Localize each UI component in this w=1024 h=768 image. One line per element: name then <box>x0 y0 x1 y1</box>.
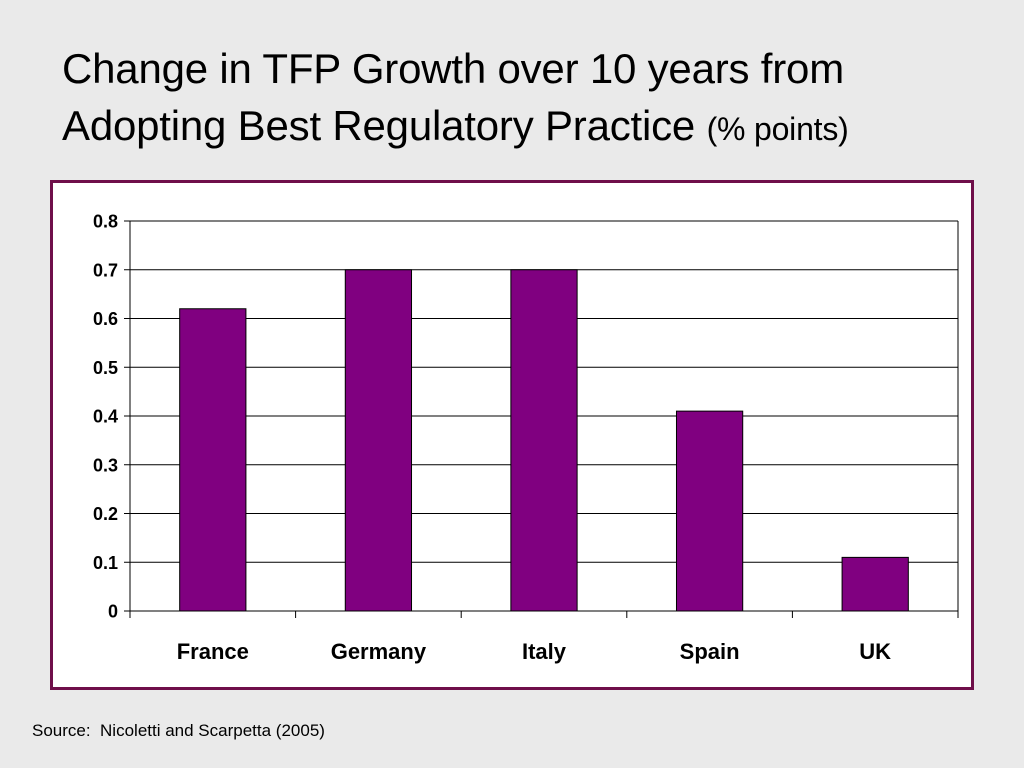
y-tick-label: 0.5 <box>93 358 118 378</box>
chart-frame: 0 0.1 0.2 0.3 0.4 0.5 0.6 0.7 0.8 France Germany It… <box>50 180 974 690</box>
slide-title: Change in TFP Growth over 10 years from … <box>62 40 1002 158</box>
title-line-1: Change in TFP Growth over 10 years from <box>62 45 844 92</box>
bar <box>675 410 744 612</box>
y-tick-label: 0.1 <box>93 553 118 573</box>
source-note: Source: Nicoletti and Scarpetta (2005) <box>32 721 325 740</box>
title-unit: (% points) <box>706 111 849 147</box>
x-tick-label: UK <box>859 639 891 664</box>
bar <box>510 269 578 612</box>
bar <box>179 308 247 612</box>
y-tick-label: 0.6 <box>93 309 118 329</box>
x-tick-label: Spain <box>680 639 740 664</box>
x-tick-label: Germany <box>331 639 427 664</box>
y-tick-label: 0.7 <box>93 260 118 280</box>
x-tick-label: France <box>177 639 249 664</box>
bar-chart: 0 0.1 0.2 0.3 0.4 0.5 0.6 0.7 0.8 France Germany It… <box>93 212 959 664</box>
y-tick-label: 0.3 <box>93 455 118 475</box>
title-line-2-text: Adopting Best Regulatory Practice <box>62 102 696 149</box>
bar <box>841 556 909 612</box>
y-tick-label: 0.2 <box>93 504 118 524</box>
y-tick-label: 0 <box>108 602 118 622</box>
bar <box>344 269 413 612</box>
title-line-2: Adopting Best Regulatory Practice (% poi… <box>62 97 1002 158</box>
y-tick-label: 0.4 <box>93 407 118 427</box>
y-tick-label: 0.8 <box>93 212 118 232</box>
x-tick-label: Italy <box>522 639 567 664</box>
